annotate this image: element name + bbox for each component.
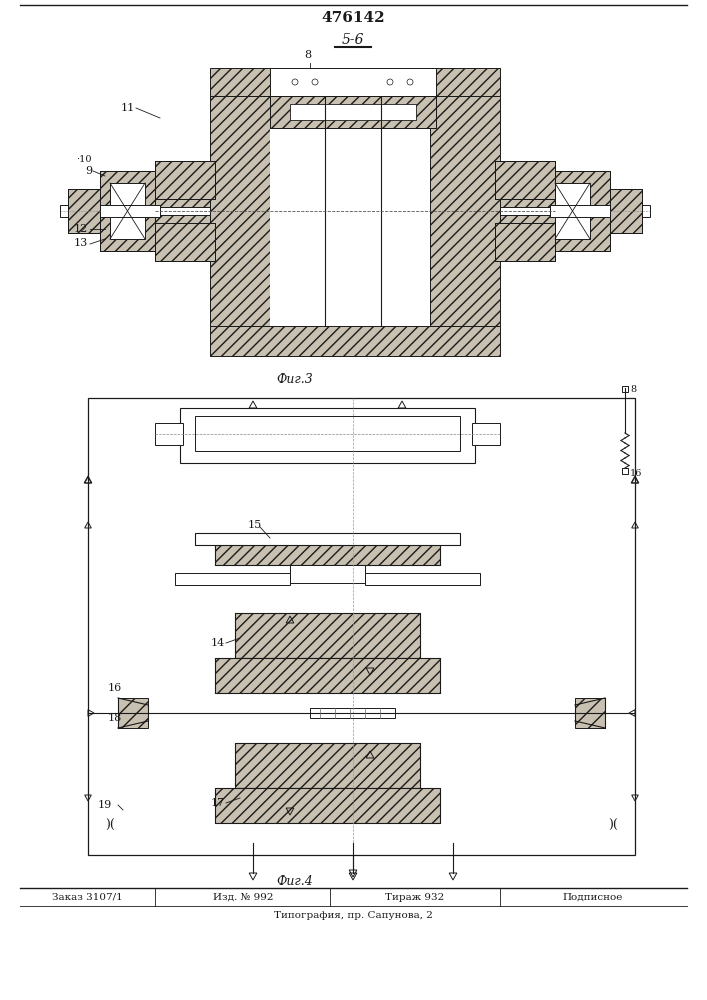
Bar xyxy=(622,468,628,474)
Bar xyxy=(555,171,610,251)
Bar xyxy=(495,223,555,261)
Bar xyxy=(215,658,440,693)
Bar xyxy=(235,743,420,788)
Bar xyxy=(495,161,555,199)
Bar xyxy=(210,326,500,356)
Bar xyxy=(430,96,500,326)
Bar xyxy=(500,198,555,224)
Text: 11: 11 xyxy=(121,103,135,113)
Bar xyxy=(235,613,420,658)
Text: 18: 18 xyxy=(107,713,122,723)
Text: Фиг.3: Фиг.3 xyxy=(276,373,313,386)
Text: 12: 12 xyxy=(74,224,88,234)
Text: 476142: 476142 xyxy=(321,11,385,25)
Text: 17: 17 xyxy=(211,798,225,808)
Bar xyxy=(495,223,555,261)
Bar xyxy=(175,573,290,585)
Bar xyxy=(290,104,416,120)
Bar xyxy=(210,96,270,326)
Bar xyxy=(155,223,215,261)
Bar xyxy=(155,215,210,224)
Bar xyxy=(270,96,436,128)
Bar xyxy=(555,183,590,239)
Text: 19: 19 xyxy=(98,800,112,810)
Text: Фиг.4: Фиг.4 xyxy=(276,875,313,888)
Bar xyxy=(270,68,436,96)
Bar xyxy=(215,543,440,565)
Bar xyxy=(310,708,395,718)
Bar xyxy=(235,613,420,658)
Bar xyxy=(155,198,210,207)
Bar xyxy=(215,543,440,565)
Text: 8: 8 xyxy=(305,50,312,60)
Bar xyxy=(365,573,480,585)
Bar xyxy=(100,171,155,251)
Text: )(: )( xyxy=(608,818,618,832)
Bar xyxy=(550,205,650,217)
Bar xyxy=(68,189,100,233)
Bar xyxy=(155,198,210,224)
Bar xyxy=(110,183,145,239)
Text: 16: 16 xyxy=(630,468,643,478)
Bar xyxy=(610,189,642,233)
Bar xyxy=(495,161,555,199)
Text: Типография, пр. Сапунова, 2: Типография, пр. Сапунова, 2 xyxy=(274,912,433,920)
Bar xyxy=(575,698,605,728)
Bar xyxy=(235,743,420,788)
Text: 8: 8 xyxy=(630,384,636,393)
Bar xyxy=(155,423,183,445)
Bar xyxy=(60,205,160,217)
Bar xyxy=(610,189,642,233)
Bar xyxy=(68,189,100,233)
Bar xyxy=(290,565,365,583)
Bar xyxy=(155,223,215,261)
Text: 15: 15 xyxy=(248,520,262,530)
Bar xyxy=(100,171,155,251)
Bar xyxy=(215,658,440,693)
Bar xyxy=(215,788,440,823)
Bar xyxy=(215,788,440,823)
Text: 16: 16 xyxy=(107,683,122,693)
Bar xyxy=(180,408,475,463)
Text: 14: 14 xyxy=(211,638,225,648)
Text: Подписное: Подписное xyxy=(563,892,623,902)
Bar xyxy=(155,161,215,199)
Text: 5-6: 5-6 xyxy=(341,33,364,47)
Text: Тираж 932: Тираж 932 xyxy=(385,892,445,902)
Text: Изд. № 992: Изд. № 992 xyxy=(213,892,273,902)
Text: )(: )( xyxy=(105,818,115,832)
Bar xyxy=(555,171,610,251)
Bar xyxy=(88,398,635,855)
Bar xyxy=(155,161,215,199)
Bar xyxy=(500,215,555,224)
Text: ·10: ·10 xyxy=(76,154,92,163)
Bar xyxy=(622,386,628,392)
Bar xyxy=(195,533,460,545)
Bar xyxy=(195,416,460,451)
Text: 13: 13 xyxy=(74,238,88,248)
Bar xyxy=(500,198,555,207)
Text: Заказ 3107/1: Заказ 3107/1 xyxy=(52,892,122,902)
Bar xyxy=(270,96,430,326)
Bar xyxy=(270,96,436,128)
Bar xyxy=(472,423,500,445)
Text: 9: 9 xyxy=(85,166,92,176)
Bar xyxy=(118,698,148,728)
Bar xyxy=(210,68,500,96)
